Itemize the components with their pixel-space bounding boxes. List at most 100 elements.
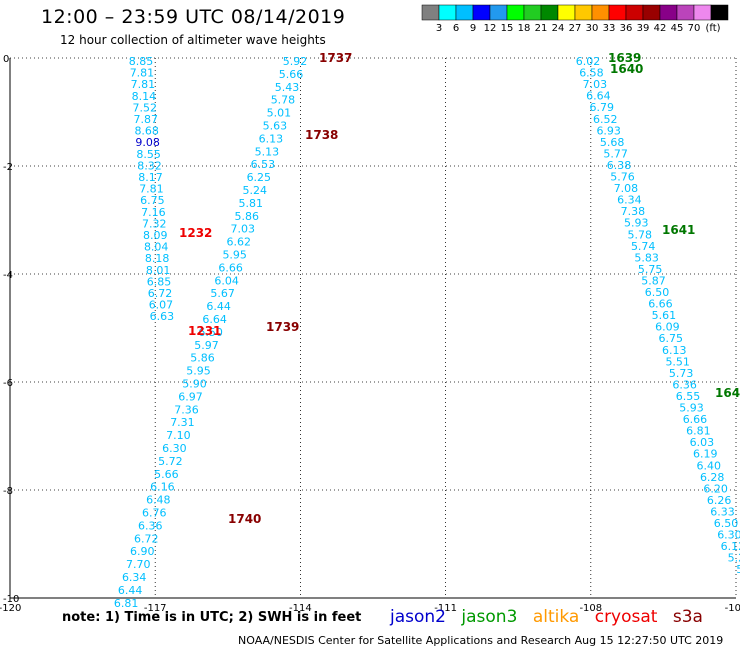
swh-value: 5.95 (222, 249, 247, 262)
swh-value: 6.50 (645, 286, 670, 299)
swh-value: 5.93 (624, 217, 649, 230)
swh-value: 5.01 (267, 107, 292, 120)
swh-value: 5.77 (603, 147, 628, 160)
lat-tick-label: 0 (3, 54, 9, 65)
swh-value: 6.07 (149, 299, 174, 312)
swh-value: 7.08 (614, 182, 639, 195)
swh-value: 5.86 (190, 352, 215, 365)
swh-value: 5.67 (210, 287, 235, 300)
swh-value: 6.48 (146, 494, 171, 507)
swh-value: 7.32 (142, 217, 167, 230)
swh-value: 5.86 (235, 210, 260, 223)
swh-value: 5.78 (628, 228, 653, 241)
swh-value: 6.63 (150, 310, 175, 323)
swh-value: 5.83 (634, 251, 659, 264)
swh-value: 6.75 (140, 194, 165, 207)
colorbar-label: 21 (535, 23, 548, 34)
swh-value: 6.55 (676, 390, 701, 403)
swh-value: 7.87 (134, 113, 159, 126)
swh-value: 7.38 (621, 205, 646, 218)
swh-value: 5.75 (638, 263, 663, 276)
swh-value: 6.90 (130, 545, 155, 558)
pass-label: 1232 (179, 226, 212, 240)
lat-tick-label: -6 (3, 378, 13, 389)
swh-value: 6.66 (218, 261, 243, 274)
colorbar-label: 6 (453, 23, 459, 34)
swh-value: 5.74 (631, 240, 656, 253)
colorbar-label: 12 (484, 23, 497, 34)
swh-value: 6.25 (247, 171, 272, 184)
legend-s3a: s3a (672, 607, 703, 627)
swh-value: 5.76 (610, 171, 635, 184)
colorbar-label: 3 (436, 23, 442, 34)
pass-label: 1231 (188, 324, 221, 338)
swh-value: 6.44 (118, 584, 143, 597)
swh-value: 6.52 (593, 113, 618, 126)
swh-value: 6.53 (251, 158, 276, 171)
lat-tick-label: -4 (3, 270, 13, 281)
swh-value: 6.20 (703, 482, 728, 495)
swh-value: 5.51 (665, 355, 690, 368)
swh-value: 6.04 (214, 274, 239, 287)
swh-value: 8.18 (145, 252, 170, 265)
swh-value: 6.93 (596, 124, 621, 137)
colorbar-label: 30 (586, 23, 599, 34)
swh-value: 6.36 (138, 519, 163, 532)
swh-value: 8.85 (129, 55, 154, 68)
swh-value: 8.14 (132, 90, 157, 103)
swh-value: 6.58 (579, 67, 604, 80)
swh-value: 6.76 (142, 507, 167, 520)
swh-value: 6.19 (693, 448, 718, 461)
pass-label: 1740 (228, 512, 261, 526)
swh-value: 6.03 (690, 436, 715, 449)
colorbar-label: 39 (637, 23, 650, 34)
pass-label: 1639 (608, 51, 641, 65)
swh-value: 6.30 (717, 529, 740, 542)
swh-value: 7.03 (230, 223, 255, 236)
swh-value: 7.52 (133, 101, 158, 114)
swh-value: 6.72 (148, 287, 173, 300)
swh-value: 5.72 (158, 455, 183, 468)
swh-value: 6.62 (226, 236, 251, 249)
credit-line: NOAA/NESDIS Center for Satellite Applica… (238, 634, 724, 647)
swh-value: 6.13 (662, 344, 687, 357)
swh-value: 6.34 (617, 194, 642, 207)
pass-label: 1737 (319, 51, 352, 65)
swh-value: 6.50 (198, 326, 223, 339)
colorbar-swatch (710, 4, 729, 21)
swh-value: 7.70 (126, 558, 151, 571)
lon-tick-label: -120 (0, 603, 21, 614)
swh-value: 6.16 (150, 481, 175, 494)
swh-value: 6.66 (648, 298, 673, 311)
swh-value: 5.90 (182, 378, 207, 391)
lon-tick-label: -105 (725, 603, 740, 614)
swh-value: 7.16 (141, 206, 166, 219)
colorbar-label: 15 (501, 23, 514, 34)
swh-value: 6.30 (162, 442, 187, 455)
legend-jason3: jason3 (461, 607, 518, 627)
colorbar-unit: (ft) (705, 23, 720, 34)
swh-value: 6.13 (259, 132, 284, 145)
swh-value: 6.81 (114, 597, 139, 610)
swh-value: 5.78 (271, 94, 296, 107)
footer-note: note: 1) Time is in UTC; 2) SWH is in fe… (62, 610, 362, 625)
colorbar-label: 45 (671, 23, 684, 34)
swh-value: 5.66 (154, 468, 179, 481)
swh-value: 5.2 (728, 552, 740, 565)
swh-value: 8.68 (134, 125, 159, 138)
lon-tick-label: -117 (144, 603, 167, 614)
lat-tick-label: -2 (3, 162, 13, 173)
swh-value: 5.87 (641, 274, 666, 287)
swh-value: 6.64 (202, 313, 227, 326)
swh-value: 6.85 (147, 275, 172, 288)
lon-tick-label: -108 (579, 603, 602, 614)
colorbar-label: 42 (654, 23, 667, 34)
swh-value: 8.32 (137, 159, 162, 172)
lat-tick-label: -10 (3, 594, 19, 605)
legend-cryosat: cryosat (594, 607, 658, 627)
swh-value: 7.36 (174, 403, 199, 416)
satellite-legend: jason2 jason3 altika cryosat s3a (390, 607, 713, 627)
lon-tick-label: -114 (289, 603, 312, 614)
swh-value: 6.38 (607, 159, 632, 172)
swh-value: 5.73 (669, 367, 694, 380)
